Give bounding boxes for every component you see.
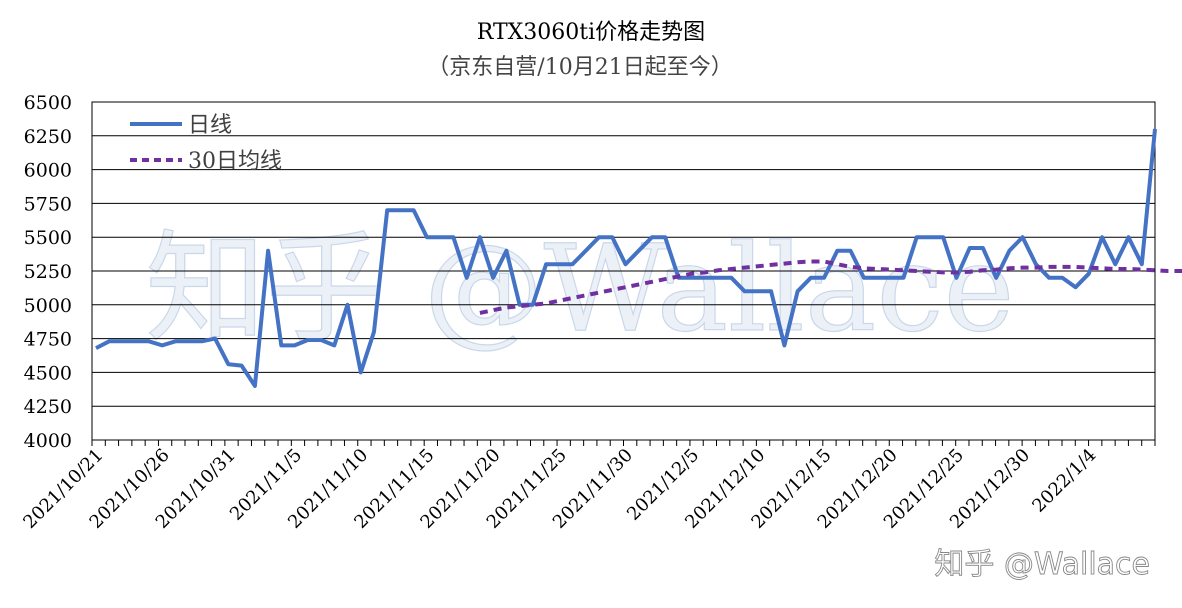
y-tick-label: 4500: [24, 362, 72, 384]
y-tick-label: 6500: [24, 92, 72, 114]
series-layer: [95, 128, 1182, 388]
corner-watermark: 知乎 @Wallace: [934, 547, 1150, 582]
y-tick-label: 5500: [24, 227, 72, 249]
y-axis: 4000 4250 4500 4750 5000 5250 5500 5750 6000 6250…: [24, 92, 72, 452]
chart-title: RTX3060ti价格走势图: [477, 20, 705, 45]
series-line-daily: [95, 128, 1157, 388]
x-axis: 2021/10/212021/10/262021/10/312021/11/52…: [19, 440, 1156, 533]
x-tick-label: 2022/1/4: [1028, 445, 1100, 517]
gridlines: [92, 135, 1155, 407]
chart-subtitle: （京东自营/10月21日起至今）: [427, 55, 732, 80]
y-tick-label: 5750: [24, 193, 72, 215]
y-tick-label: 6000: [24, 160, 72, 182]
y-tick-label: 4250: [24, 396, 72, 418]
y-tick-label: 6250: [24, 126, 72, 148]
legend-label-ma30: 30日均线: [188, 149, 282, 174]
y-tick-label: 5250: [24, 261, 72, 283]
legend-label-daily: 日线: [188, 113, 232, 138]
center-watermark: 知乎 @Wallace: [145, 220, 1014, 359]
legend: 日线 30日均线: [130, 113, 282, 174]
y-tick-label: 4750: [24, 329, 72, 351]
y-tick-label: 5000: [24, 295, 72, 317]
y-tick-label: 4000: [24, 430, 72, 452]
